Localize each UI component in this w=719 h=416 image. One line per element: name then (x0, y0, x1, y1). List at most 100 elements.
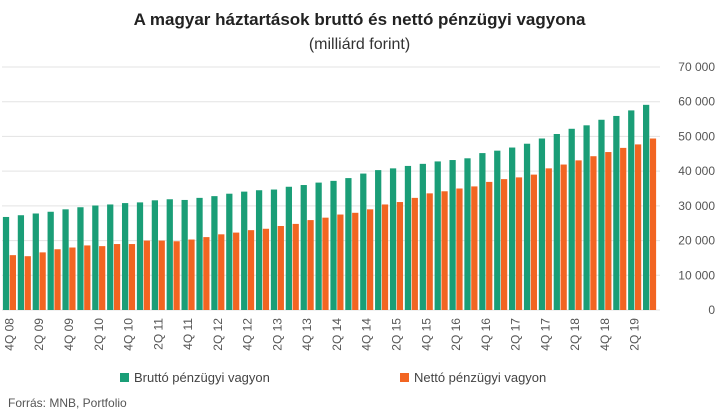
bar-brutto (32, 213, 39, 310)
y-tick-label: 60 000 (678, 95, 715, 109)
y-tick-label: 0 (708, 303, 715, 317)
y-tick-label: 50 000 (678, 129, 715, 143)
bar-brutto (241, 191, 248, 310)
x-tick-label: 4Q 11 (181, 318, 195, 350)
x-tick-label: 2Q 09 (32, 318, 46, 351)
x-tick-label: 4Q 14 (360, 318, 374, 351)
bar-brutto (643, 104, 650, 311)
y-tick-label: 20 000 (678, 234, 715, 248)
bar-brutto (479, 153, 486, 310)
bar-netto (367, 209, 374, 310)
bar-netto (575, 160, 582, 310)
x-tick-label: 4Q 16 (479, 318, 493, 351)
bar-netto (381, 204, 389, 310)
legend-swatch-netto (400, 373, 409, 382)
bar-brutto (613, 115, 620, 310)
bar-brutto (226, 193, 233, 310)
bar-brutto (107, 204, 114, 310)
bar-netto (560, 164, 567, 310)
bar-netto (9, 255, 16, 310)
chart-subtitle: (milliárd forint) (308, 36, 411, 53)
legend-swatch-brutto (120, 373, 129, 382)
bar-netto (128, 244, 136, 310)
bar-netto (99, 246, 106, 310)
bar-brutto (47, 211, 54, 310)
bar-brutto (330, 180, 337, 310)
bar-netto (471, 186, 478, 310)
bar-netto (411, 197, 418, 310)
bar-netto (292, 223, 299, 310)
x-tick-label: 2Q 15 (389, 318, 403, 351)
bar-netto (396, 202, 404, 310)
bar-netto (605, 152, 612, 310)
bar-brutto (92, 205, 99, 310)
legend-label-brutto: Bruttó pénzügyi vagyon (134, 370, 270, 385)
bar-brutto (166, 199, 173, 310)
bar-netto (247, 230, 255, 310)
x-tick-label: 4Q 18 (598, 318, 612, 351)
bar-brutto (62, 209, 69, 310)
bar-brutto (553, 133, 560, 310)
bar-netto (486, 181, 493, 310)
bar-brutto (419, 163, 426, 310)
bar-netto (649, 138, 657, 310)
bar-netto (337, 214, 344, 310)
bar-brutto (568, 128, 575, 310)
bar-brutto (360, 173, 367, 310)
bar-brutto (583, 125, 590, 310)
bar-netto (530, 174, 538, 310)
x-tick-label: 2Q 18 (568, 318, 582, 351)
x-tick-label: 2Q 14 (330, 318, 344, 351)
x-tick-label: 2Q 19 (628, 318, 642, 351)
bar-netto (158, 240, 165, 310)
x-tick-label: 2Q 16 (449, 318, 463, 351)
x-tick-label: 4Q 09 (62, 318, 76, 351)
bar-netto (590, 156, 597, 310)
bar-netto (262, 228, 270, 310)
y-tick-label: 30 000 (678, 199, 715, 213)
x-tick-label: 4Q 08 (2, 318, 16, 351)
bar-netto (69, 247, 76, 310)
bar-netto (322, 217, 329, 310)
bar-brutto (375, 170, 382, 310)
x-tick-label: 4Q 10 (122, 318, 136, 351)
bar-netto (545, 168, 552, 310)
bar-netto (218, 234, 225, 310)
bar-netto (456, 188, 463, 310)
y-tick-label: 10 000 (678, 268, 715, 282)
bar-netto (515, 177, 523, 310)
bar-brutto (598, 119, 605, 310)
bar-netto (188, 239, 195, 310)
bar-brutto (77, 207, 84, 310)
bar-brutto (404, 165, 412, 310)
legend-item-brutto: Bruttó pénzügyi vagyon (120, 370, 270, 385)
bar-netto (277, 225, 284, 310)
bar-netto (203, 237, 210, 310)
x-tick-label: 2Q 12 (211, 318, 225, 351)
bar-netto (39, 252, 46, 310)
bar-brutto (136, 202, 144, 310)
y-tick-label: 40 000 (678, 164, 715, 178)
bar-brutto (196, 197, 203, 310)
bar-netto (634, 144, 642, 310)
bar-brutto (509, 147, 516, 310)
x-tick-label: 4Q 12 (241, 318, 255, 351)
bar-brutto (464, 158, 471, 310)
bar-netto (426, 193, 433, 310)
bar-brutto (270, 189, 278, 310)
bar-brutto (17, 215, 25, 310)
bar-brutto (345, 178, 352, 310)
chart-title: A magyar háztartások bruttó és nettó pén… (133, 10, 586, 29)
bar-brutto (2, 216, 10, 310)
bar-brutto (538, 138, 546, 310)
x-tick-label: 2Q 13 (270, 318, 284, 351)
bar-netto (173, 241, 180, 310)
bar-netto (500, 179, 508, 310)
x-tick-label: 2Q 10 (92, 318, 106, 351)
bar-netto (352, 212, 359, 310)
bar-brutto (315, 182, 322, 310)
bar-netto (233, 232, 240, 310)
source-note: Forrás: MNB, Portfolio (8, 396, 127, 410)
x-tick-label: 4Q 17 (538, 318, 552, 351)
